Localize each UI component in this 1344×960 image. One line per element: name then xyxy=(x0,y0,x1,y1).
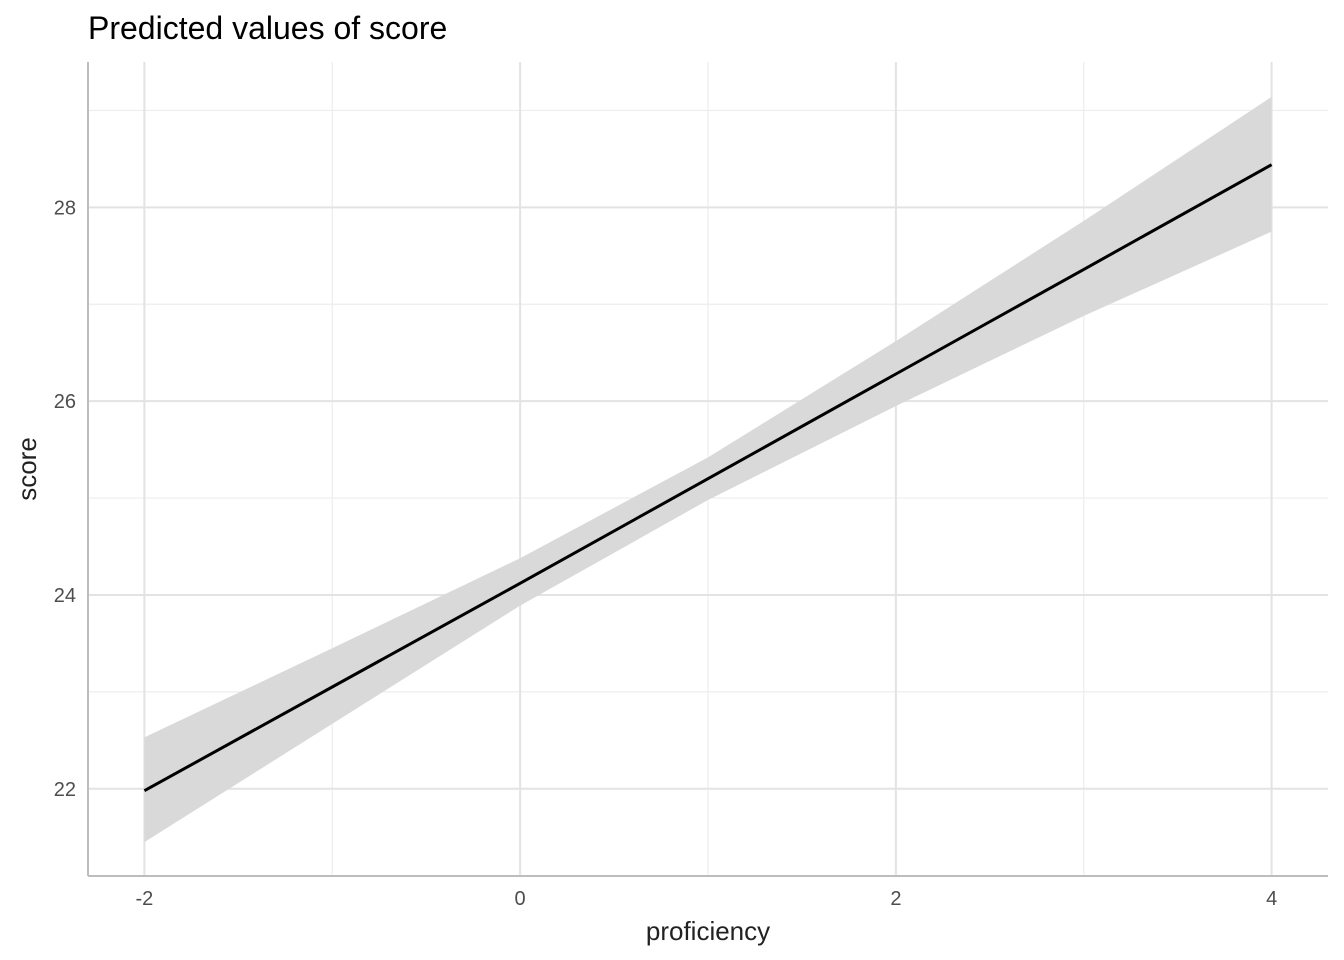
x-axis-title: proficiency xyxy=(646,916,770,946)
x-tick-label: 2 xyxy=(890,888,901,910)
chart-title: Predicted values of score xyxy=(88,10,447,46)
y-tick-labels: 22 24 26 28 xyxy=(54,197,76,800)
y-tick-label: 26 xyxy=(54,391,76,413)
x-tick-label: -2 xyxy=(135,888,153,910)
x-tick-labels: -2 0 2 4 xyxy=(135,888,1277,910)
y-axis-title: score xyxy=(12,437,42,501)
x-tick-label: 0 xyxy=(515,888,526,910)
prediction-line xyxy=(143,163,1273,793)
y-tick-label: 28 xyxy=(54,197,76,219)
y-tick-label: 24 xyxy=(54,585,76,607)
x-tick-label: 4 xyxy=(1266,888,1277,910)
confidence-band xyxy=(144,96,1272,843)
y-tick-label: 22 xyxy=(54,779,76,801)
